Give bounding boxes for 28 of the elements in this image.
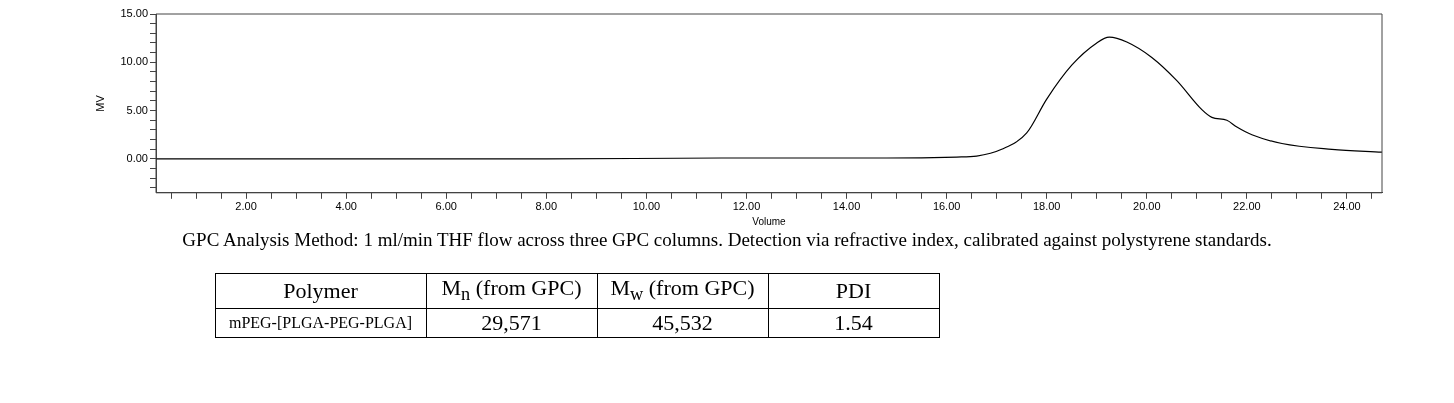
text: GPC Analysis Method: 1 ml/min THF flow across three GPC columns. Detection via refractive index, calibrated against polystyrene standards. — [181, 228, 1273, 251]
y-axis-title: MV — [93, 94, 106, 112]
x-tick-label: 4.00 — [335, 200, 357, 213]
y-tick-label: 0.00 — [126, 152, 148, 164]
text: 1.54 — [768, 308, 939, 338]
y-tick-label: 10.00 — [120, 55, 148, 68]
y-tick-label: 5.00 — [126, 103, 148, 116]
x-axis-title: Volume — [752, 215, 787, 227]
text: Polymer — [215, 273, 426, 309]
x-tick-label: 10.00 — [632, 200, 661, 213]
line-series — [156, 36, 1382, 160]
x-tick-label: 24.00 — [1333, 200, 1361, 213]
x-tick-label: 8.00 — [535, 200, 558, 213]
text: 45,532 — [597, 308, 768, 338]
text: 29,571 — [426, 308, 597, 338]
text: M$_{n}$ (from GPC) — [426, 273, 597, 309]
text: M$_{w}$ (from GPC) — [597, 273, 768, 309]
y-tick-label: 15.00 — [120, 7, 148, 20]
x-tick-label: 12.00 — [732, 200, 761, 213]
x-tick-label: 22.00 — [1233, 200, 1261, 213]
x-tick-label: 20.00 — [1133, 200, 1161, 213]
x-tick-label: 6.00 — [435, 200, 457, 213]
x-tick-label: 2.00 — [235, 200, 257, 213]
x-tick-label: 16.00 — [932, 200, 961, 213]
text: PDI — [768, 273, 939, 309]
x-tick-label: 18.00 — [1032, 200, 1061, 213]
x-tick-label: 14.00 — [832, 200, 861, 213]
text: mPEG-[PLGA-PEG-PLGA] — [215, 308, 426, 338]
